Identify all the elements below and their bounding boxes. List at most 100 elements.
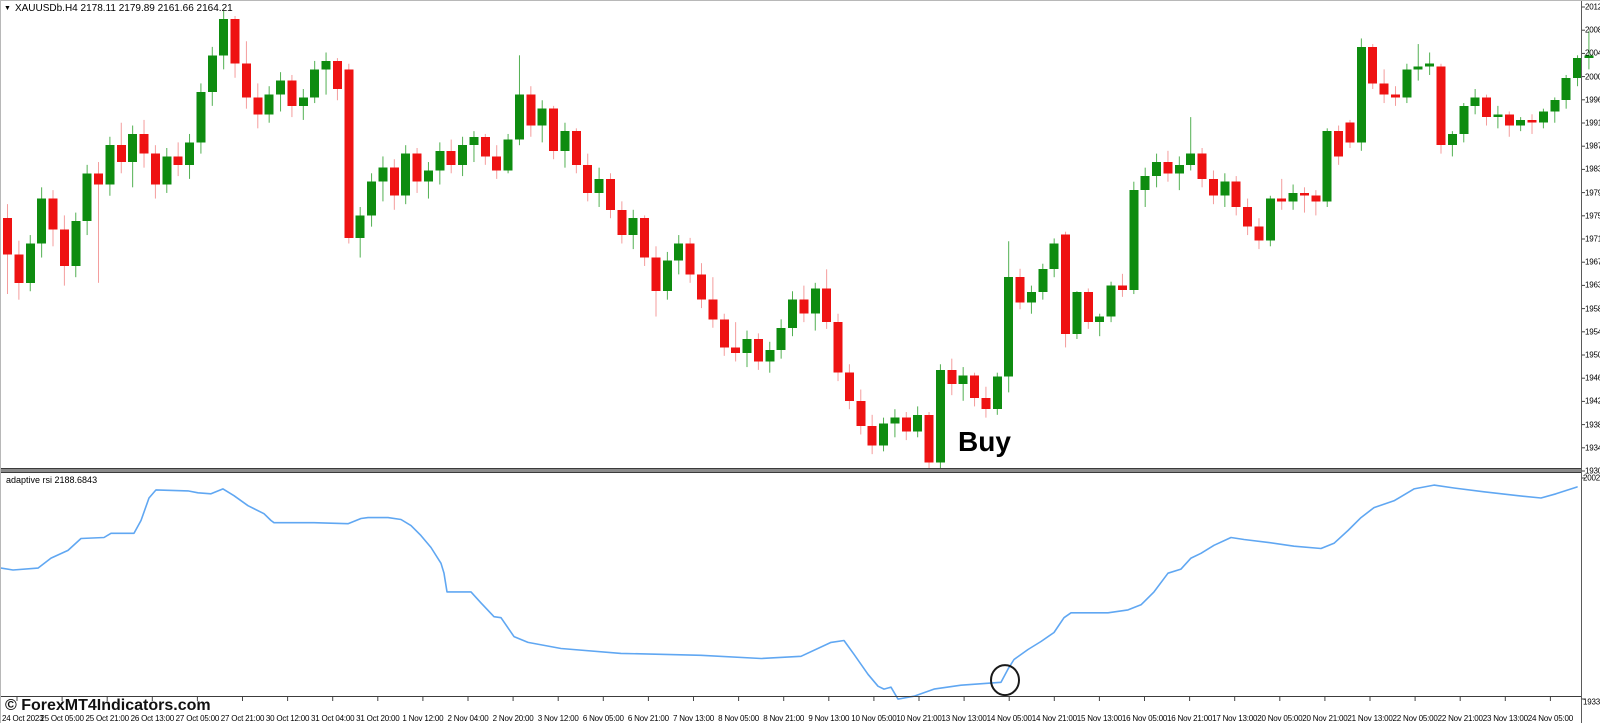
candle <box>1334 125 1344 165</box>
candle <box>1049 238 1059 278</box>
candle <box>1311 190 1321 216</box>
candle <box>1447 131 1457 157</box>
candle <box>480 133 490 165</box>
candle <box>1470 89 1480 115</box>
time-axis-label: 22 Nov 05:00 <box>1392 714 1438 723</box>
candle <box>1220 173 1230 207</box>
price-axis-label: 2004.3 <box>1585 48 1600 58</box>
candle <box>617 201 627 244</box>
candle <box>1573 55 1583 87</box>
candle <box>162 147 172 193</box>
candle <box>401 145 411 205</box>
signal-circle-annotation <box>990 664 1020 697</box>
candle <box>1459 103 1469 143</box>
candle <box>173 142 183 177</box>
watermark-text: © ForexMT4Indicators.com <box>5 697 211 714</box>
price-axis-label: 1975.4 <box>1585 211 1600 221</box>
candle <box>298 89 308 120</box>
candle <box>947 358 957 396</box>
candle <box>196 83 206 154</box>
time-axis-label: 22 Nov 21:00 <box>1437 714 1483 723</box>
time-axis-label: 14 Nov 21:00 <box>1031 714 1077 723</box>
time-axis-label: 14 Nov 05:00 <box>986 714 1032 723</box>
candle <box>1265 195 1275 247</box>
candle <box>571 128 581 174</box>
candle <box>1413 44 1423 81</box>
candle <box>1482 94 1492 126</box>
candle <box>276 72 286 112</box>
candle <box>605 173 615 219</box>
candle <box>1527 114 1537 134</box>
candle <box>1402 63 1412 104</box>
time-axis-label: 27 Oct 05:00 <box>175 714 220 723</box>
candle <box>901 412 911 441</box>
indicator-name-label: adaptive rsi 2188.6843 <box>6 475 98 485</box>
price-axis-label: 1954.8 <box>1585 327 1600 337</box>
candle <box>1095 313 1105 337</box>
time-axis-label: 24 Oct 2023 <box>2 714 44 723</box>
time-axis-label: 2 Nov 20:00 <box>492 714 534 723</box>
candle <box>970 372 980 407</box>
indicator-axis-min-label: 1933.1 <box>1583 697 1600 707</box>
candle <box>526 86 536 137</box>
candle <box>1516 117 1526 132</box>
candle <box>765 341 775 373</box>
candle <box>1140 167 1150 207</box>
candle <box>1550 97 1560 123</box>
candle <box>1152 153 1162 188</box>
candle <box>1208 170 1218 205</box>
candle <box>332 58 342 101</box>
candle <box>696 263 706 309</box>
candle <box>1117 273 1127 297</box>
time-axis-label: 24 Nov 05:00 <box>1527 714 1573 723</box>
candle <box>788 291 798 337</box>
candle <box>14 240 24 300</box>
candle <box>560 122 570 168</box>
bottom-axis-line <box>1 696 1582 697</box>
time-axis-label: 26 Oct 13:00 <box>130 714 175 723</box>
candle <box>321 52 331 95</box>
time-axis-label: 31 Oct 04:00 <box>310 714 355 723</box>
price-axis-label: 2000.2 <box>1585 72 1600 82</box>
price-axis-label: 1996.1 <box>1585 95 1600 105</box>
time-axis-label: 27 Oct 21:00 <box>220 714 265 723</box>
time-axis-label: 10 Nov 21:00 <box>896 714 942 723</box>
price-axis-line <box>1581 1 1582 723</box>
candle <box>82 164 92 236</box>
candle <box>935 364 945 469</box>
candle <box>708 277 718 328</box>
candle <box>1026 285 1036 314</box>
symbol-ohlc-text: XAUUSDb.H4 2178.11 2179.89 2161.66 2164.… <box>14 3 233 14</box>
candle <box>1356 38 1366 151</box>
candlestick-series <box>3 10 1594 469</box>
candle <box>1561 74 1571 109</box>
price-axis-label: 1958.9 <box>1585 304 1600 314</box>
candle <box>1345 119 1355 148</box>
candle <box>822 269 832 329</box>
buy-signal-label: Buy <box>958 426 1011 457</box>
candle <box>867 414 877 455</box>
symbol-info-bar: ▼ XAUUSDb.H4 2178.11 2179.89 2161.66 216… <box>4 3 233 14</box>
candle <box>913 406 923 438</box>
candle <box>628 209 638 250</box>
adaptive-rsi-line <box>1 484 1578 700</box>
chevron-down-icon[interactable]: ▼ <box>4 4 11 12</box>
candle <box>423 162 433 199</box>
candle <box>469 131 479 163</box>
candle <box>844 364 854 410</box>
time-axis-label: 6 Nov 05:00 <box>582 714 624 723</box>
candle <box>1277 178 1287 210</box>
candle <box>1243 198 1253 236</box>
time-axis-label: 2 Nov 04:00 <box>447 714 489 723</box>
candle <box>1538 108 1548 129</box>
panel-separator[interactable] <box>1 468 1582 473</box>
candle <box>1254 218 1264 250</box>
candle <box>776 319 786 359</box>
candle <box>924 412 934 469</box>
candle <box>514 55 524 146</box>
candle <box>25 235 35 292</box>
candle <box>1106 281 1116 323</box>
price-axis-label: 1938.3 <box>1585 420 1600 430</box>
